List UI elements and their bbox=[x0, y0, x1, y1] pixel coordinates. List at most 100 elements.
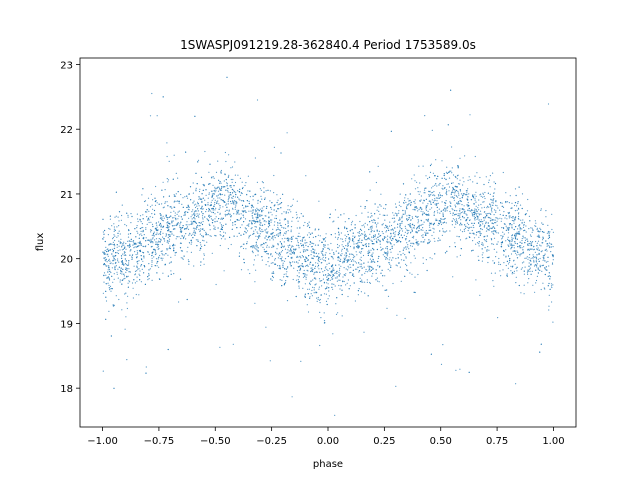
scatter-point bbox=[459, 197, 461, 200]
scatter-point bbox=[495, 204, 497, 206]
scatter-point bbox=[139, 227, 141, 230]
scatter-point bbox=[205, 231, 207, 233]
scatter-point bbox=[468, 210, 470, 212]
scatter-point bbox=[421, 235, 423, 237]
scatter-point bbox=[522, 235, 524, 237]
scatter-point bbox=[529, 270, 531, 272]
scatter-point bbox=[299, 267, 302, 269]
scatter-point bbox=[211, 211, 213, 213]
scatter-point bbox=[550, 285, 553, 287]
scatter-point bbox=[406, 265, 408, 267]
scatter-point bbox=[248, 223, 250, 225]
scatter-point bbox=[124, 263, 127, 265]
scatter-point bbox=[444, 217, 446, 220]
scatter-point bbox=[240, 269, 243, 271]
scatter-point bbox=[433, 214, 435, 216]
scatter-point bbox=[508, 227, 510, 229]
scatter-point bbox=[374, 222, 376, 224]
scatter-point bbox=[418, 226, 420, 228]
scatter-point bbox=[416, 243, 418, 245]
scatter-point bbox=[360, 242, 363, 244]
scatter-point bbox=[234, 208, 236, 210]
scatter-point bbox=[209, 204, 211, 207]
scatter-point bbox=[241, 210, 243, 212]
scatter-point bbox=[493, 237, 496, 239]
scatter-point bbox=[455, 218, 457, 220]
scatter-point bbox=[442, 230, 444, 232]
scatter-point bbox=[160, 224, 162, 226]
scatter-point bbox=[244, 184, 246, 187]
scatter-point bbox=[173, 201, 175, 203]
scatter-point bbox=[244, 210, 246, 212]
scatter-point bbox=[384, 208, 386, 210]
scatter-point bbox=[173, 225, 175, 227]
scatter-point bbox=[237, 210, 240, 212]
scatter-point bbox=[455, 195, 458, 197]
scatter-point bbox=[255, 245, 257, 247]
scatter-point bbox=[368, 269, 370, 271]
scatter-point bbox=[215, 235, 217, 237]
scatter-point bbox=[482, 192, 484, 194]
scatter-point bbox=[473, 209, 475, 212]
scatter-point bbox=[410, 262, 412, 264]
scatter-point bbox=[288, 250, 290, 252]
scatter-point bbox=[147, 197, 150, 199]
scatter-point bbox=[325, 274, 327, 276]
scatter-point bbox=[295, 295, 297, 298]
scatter-point bbox=[511, 266, 513, 268]
scatter-point bbox=[364, 207, 366, 209]
scatter-point bbox=[256, 249, 258, 251]
scatter-point bbox=[341, 253, 343, 255]
scatter-point bbox=[371, 225, 373, 227]
scatter-point bbox=[219, 181, 221, 183]
scatter-point bbox=[441, 218, 443, 220]
scatter-point bbox=[479, 225, 481, 227]
scatter-point bbox=[329, 252, 331, 255]
scatter-point bbox=[269, 200, 271, 202]
scatter-point bbox=[145, 228, 147, 230]
scatter-point bbox=[419, 182, 421, 184]
scatter-point bbox=[517, 228, 519, 230]
scatter-point bbox=[250, 220, 252, 222]
scatter-point bbox=[121, 244, 123, 246]
scatter-point bbox=[254, 229, 257, 231]
scatter-point bbox=[370, 255, 372, 257]
scatter-point bbox=[433, 231, 435, 233]
scatter-point bbox=[440, 222, 442, 224]
scatter-point bbox=[411, 236, 413, 238]
scatter-point bbox=[253, 264, 255, 266]
scatter-point bbox=[161, 203, 163, 205]
scatter-point bbox=[534, 251, 537, 253]
scatter-point bbox=[457, 190, 459, 193]
scatter-point bbox=[118, 298, 120, 301]
scatter-point bbox=[456, 175, 459, 177]
scatter-point bbox=[517, 233, 520, 235]
scatter-point bbox=[310, 254, 312, 256]
scatter-point bbox=[394, 220, 396, 222]
scatter-point bbox=[357, 239, 359, 242]
scatter-point bbox=[195, 187, 197, 189]
scatter-point bbox=[155, 228, 157, 230]
scatter-point bbox=[482, 257, 484, 259]
scatter-point bbox=[130, 238, 132, 240]
scatter-point bbox=[258, 236, 260, 238]
scatter-point bbox=[446, 250, 448, 252]
scatter-point bbox=[199, 230, 201, 232]
scatter-point bbox=[113, 304, 115, 306]
scatter-point bbox=[198, 190, 201, 193]
scatter-point bbox=[535, 261, 538, 263]
scatter-point bbox=[126, 276, 128, 278]
scatter-point bbox=[113, 228, 115, 230]
scatter-point bbox=[374, 234, 376, 236]
scatter-point bbox=[406, 219, 408, 222]
scatter-point bbox=[529, 220, 531, 222]
scatter-point bbox=[308, 221, 310, 223]
scatter-point bbox=[368, 238, 370, 240]
scatter-point bbox=[182, 225, 184, 227]
scatter-point bbox=[513, 220, 515, 222]
scatter-point bbox=[197, 161, 199, 163]
scatter-point bbox=[277, 244, 279, 246]
scatter-point bbox=[268, 221, 270, 223]
scatter-point bbox=[414, 291, 416, 294]
chart-title: 1SWASPJ091219.28-362840.4 Period 1753589… bbox=[180, 38, 476, 52]
